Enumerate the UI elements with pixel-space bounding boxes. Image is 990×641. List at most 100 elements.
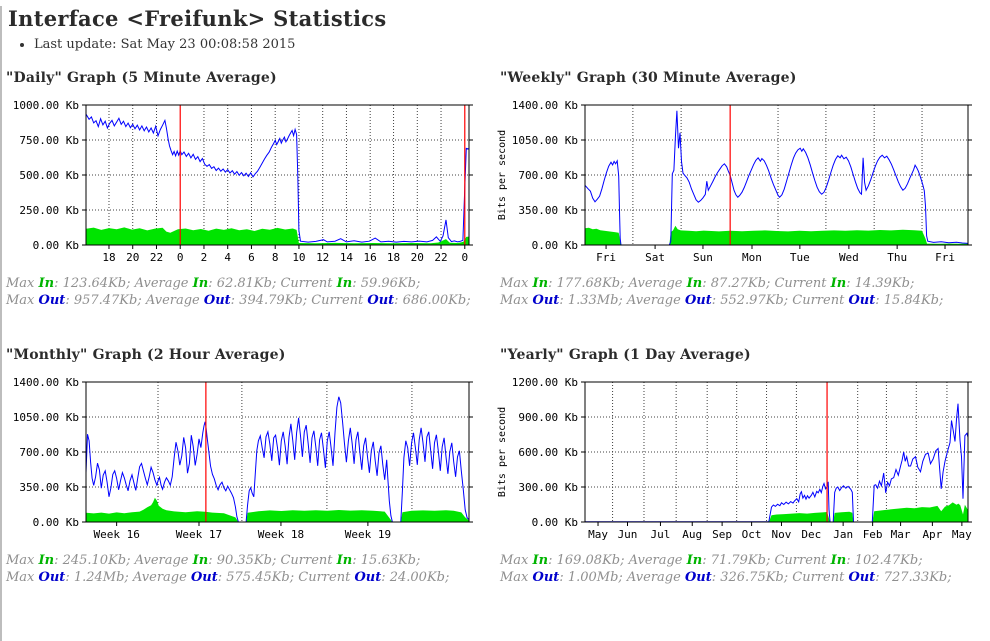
x-tick-label: Sat: [645, 251, 665, 264]
x-tick-label: Oct: [742, 528, 762, 541]
graph-svg-monthly: 0.00 Kb 350.00 Kb 700.00 Kb 1050.00 Kb 1400.…: [13, 376, 473, 541]
graph-image: 0.00 Kb 300.00 Kb 600.00 Kb 900.00 Kb 1200.0…: [496, 373, 990, 545]
x-tick-label: Wed: [839, 251, 859, 264]
stat-value: : 1.24Mb;: [65, 569, 133, 585]
y-tick-label: 750.00 Kb: [19, 134, 79, 147]
x-tick-label: 2: [201, 251, 208, 264]
y-tick-label: 300.00 Kb: [518, 481, 578, 494]
x-tick-label: Mar: [891, 528, 911, 541]
last-update-text: Last update: Sat May 23 00:08:58 2015: [34, 37, 990, 52]
x-tick-label: Sep: [712, 528, 732, 541]
y-axis-title: Bits per second: [497, 407, 508, 497]
stat-value: : 90.35Kb;: [208, 553, 281, 569]
in-traffic-area: [86, 498, 469, 523]
stat-direction-out: Out: [532, 569, 560, 585]
stat-label: Current: [280, 553, 337, 569]
y-tick-label: 1000.00 Kb: [13, 99, 79, 112]
stat-value: : 15.63Kb;: [352, 553, 421, 569]
out-traffic-line: [584, 110, 969, 246]
y-tick-label: 700.00 Kb: [19, 446, 79, 459]
stat-direction-in: In: [38, 553, 55, 569]
graph-panel-daily: "Daily" Graph (5 Minute Average) 0.00 Kb…: [2, 62, 496, 309]
y-tick-label: 900.00 Kb: [518, 411, 578, 424]
stat-value: : 552.97Kb;: [711, 292, 793, 308]
x-tick-label: Jan: [833, 528, 853, 541]
graph-title-daily: "Daily" Graph (5 Minute Average): [6, 70, 277, 86]
stat-label: Max: [500, 553, 533, 569]
stat-direction-in: In: [192, 553, 209, 569]
graph-title-yearly: "Yearly" Graph (1 Day Average): [500, 347, 751, 364]
x-tick-label: 6: [248, 251, 255, 264]
graphs-grid: "Daily" Graph (5 Minute Average) 0.00 Kb…: [2, 62, 990, 617]
stat-label: Max: [500, 292, 533, 308]
stat-direction-out: Out: [848, 292, 876, 308]
x-tick-label: Feb: [863, 528, 883, 541]
stat-direction-in: In: [336, 553, 353, 569]
graph-image: 0.00 Kb 350.00 Kb 700.00 Kb 1050.00 Kb 1400.…: [2, 373, 496, 545]
graph-stats-weekly: Max In: 177.68Kb; Average In: 87.27Kb; C…: [500, 276, 990, 309]
graph-stats-yearly: Max In: 169.08Kb; Average In: 71.79Kb; C…: [500, 553, 990, 586]
out-traffic-line: [85, 396, 470, 523]
y-axis-title: Bits per second: [497, 130, 508, 220]
stat-label: Average: [628, 276, 687, 291]
stat-value: : 14.39Kb;: [846, 276, 915, 291]
graph-title-monthly: "Monthly" Graph (2 Hour Average): [6, 347, 286, 364]
stat-value: : 24.00Kb;: [381, 569, 450, 585]
x-tick-label: 0: [177, 251, 184, 264]
x-tick-label: 18: [102, 251, 115, 264]
y-tick-label: 0.00 Kb: [33, 239, 79, 252]
x-tick-label: 22: [150, 251, 163, 264]
x-tick-label: Week 19: [345, 528, 391, 541]
stat-label: Current: [280, 276, 337, 291]
x-tick-label: 20: [126, 251, 139, 264]
y-tick-label: 0.00 Kb: [532, 239, 578, 252]
stat-direction-in: In: [686, 553, 703, 569]
in-traffic-area: [585, 225, 968, 245]
x-tick-label: 8: [272, 251, 279, 264]
stat-direction-in: In: [532, 276, 549, 291]
x-tick-label: 10: [292, 251, 305, 264]
stat-direction-out: Out: [203, 292, 231, 308]
stat-value: : 245.10Kb;: [54, 553, 135, 569]
y-tick-label: 0.00 Kb: [33, 516, 79, 529]
stat-label: Max: [6, 569, 39, 585]
stat-direction-out: Out: [354, 569, 382, 585]
stat-direction-in: In: [686, 276, 703, 291]
stat-value: : 394.79Kb;: [230, 292, 312, 308]
stat-direction-in: In: [38, 276, 55, 291]
stat-value: : 727.33Kb;: [875, 569, 952, 585]
x-tick-label: 0: [461, 251, 468, 264]
stat-direction-in: In: [192, 276, 209, 291]
y-tick-label: 600.00 Kb: [518, 446, 578, 459]
x-tick-label: Fri: [596, 251, 616, 264]
stat-value: : 1.33Mb;: [559, 292, 627, 308]
graph-panel-yearly: "Yearly" Graph (1 Day Average) 0.00 Kb 30…: [496, 339, 990, 586]
y-tick-label: 1050.00 Kb: [13, 411, 79, 424]
x-tick-label: May: [588, 528, 608, 541]
stat-label: Max: [6, 292, 39, 308]
graph-svg-yearly: 0.00 Kb 300.00 Kb 600.00 Kb 900.00 Kb 1200.0…: [497, 376, 972, 541]
x-tick-label: Week 16: [93, 528, 139, 541]
x-tick-label: Fri: [935, 251, 955, 264]
y-tick-label: 1200.00 Kb: [512, 376, 578, 389]
stat-value: : 62.81Kb;: [208, 276, 281, 291]
stat-label: Max: [500, 276, 533, 291]
stat-value: : 87.27Kb;: [702, 276, 775, 291]
page-title: Interface <Freifunk> Statistics: [8, 6, 387, 31]
x-tick-label: Sun: [693, 251, 713, 264]
stat-value: : 575.45Kb;: [217, 569, 299, 585]
x-tick-label: Week 18: [258, 528, 304, 541]
graph-stats-daily: Max In: 123.64Kb; Average In: 62.81Kb; C…: [6, 276, 496, 309]
stat-label: Current: [774, 553, 831, 569]
stat-label: Current: [774, 276, 831, 291]
stat-value: : 15.84Kb;: [875, 292, 944, 308]
stat-direction-in: In: [830, 276, 847, 291]
update-list: Last update: Sat May 23 00:08:58 2015: [20, 37, 990, 52]
graph-svg-weekly: 0.00 Kb 350.00 Kb 700.00 Kb 1050.00 Kb 1400.…: [497, 99, 972, 264]
stat-direction-in: In: [532, 553, 549, 569]
graph-panel-weekly: "Weekly" Graph (30 Minute Average) 0.00 …: [496, 62, 990, 309]
stat-label: Max: [500, 569, 533, 585]
x-tick-label: Aug: [682, 528, 702, 541]
graph-image: 0.00 Kb 250.00 Kb 500.00 Kb 750.00 Kb 1000.0…: [2, 96, 496, 268]
stat-direction-out: Out: [532, 292, 560, 308]
